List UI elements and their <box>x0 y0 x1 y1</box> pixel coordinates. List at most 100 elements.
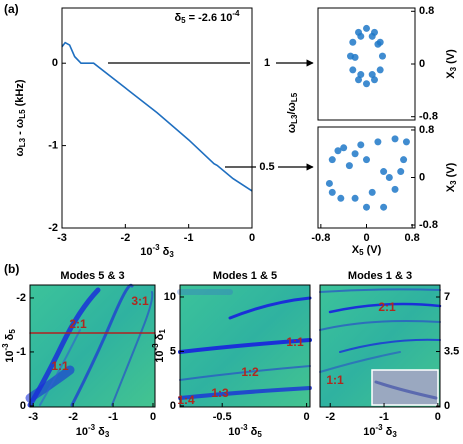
point <box>378 52 386 60</box>
annotation: 1:4 <box>177 393 195 407</box>
label-part: 10 <box>154 351 166 363</box>
label-part: 10 <box>76 426 88 438</box>
x-tick-label: 0 <box>435 411 441 423</box>
label-part: 5 <box>8 329 17 334</box>
annotation: 1:2 <box>241 365 259 379</box>
annotation: δ5 = -2.6 10-4 <box>174 9 240 25</box>
axis-label: 10-3 δ1 <box>151 329 167 363</box>
point <box>357 141 365 149</box>
label-part: δ <box>95 426 105 438</box>
chart-title: Modes 1 & 5 <box>213 270 277 282</box>
y-tick-label: 10 <box>164 291 176 303</box>
axis-label: X3 (V) <box>445 162 458 192</box>
point <box>380 168 388 176</box>
point <box>374 40 382 48</box>
point <box>380 203 388 211</box>
point <box>328 156 336 164</box>
label-part: (kHz) <box>14 79 26 109</box>
point <box>363 156 370 164</box>
point <box>325 179 333 187</box>
point <box>337 194 345 202</box>
y-tick-label: 7 <box>444 291 450 303</box>
plot-frame <box>29 284 156 408</box>
y-tick-label: 0 <box>20 400 26 412</box>
axis-label: X5 (V) <box>352 244 382 257</box>
point <box>397 168 405 176</box>
x-tick-label: -0.5 <box>213 411 232 423</box>
x-tick-label: -2 <box>120 232 130 244</box>
label-part: δ <box>160 246 170 258</box>
plot-frame <box>179 284 311 408</box>
label-part: L5 <box>18 109 27 119</box>
label-part: 3 <box>449 66 458 71</box>
y-tick-label: 0 <box>444 400 450 412</box>
y-tick-label: -0.8 <box>419 219 438 231</box>
label-part: 10 <box>140 246 152 258</box>
point <box>385 174 393 181</box>
label-part: X <box>352 244 360 256</box>
point <box>368 71 376 79</box>
axis-label: 10-3 δ3 <box>363 423 397 439</box>
y-tick-label: -0.8 <box>419 111 438 123</box>
label-part: ω <box>286 124 298 133</box>
label-part: -4 <box>232 9 240 18</box>
axis-label: 10-3 δ3 <box>76 423 110 439</box>
point <box>370 76 378 84</box>
y-tick-label: 0 <box>52 57 58 69</box>
annotation: 2:1 <box>378 300 396 314</box>
label-part: 5 <box>257 430 262 439</box>
point <box>374 138 382 146</box>
y-tick-label: 0 <box>419 58 425 70</box>
label-part: δ <box>174 12 181 24</box>
label-part: (V) <box>445 49 457 67</box>
label-part: (V) <box>445 162 457 180</box>
annotation: 1:3 <box>211 386 229 400</box>
point <box>351 194 359 202</box>
label-part: (V) <box>364 244 382 256</box>
annotation: 1:1 <box>326 373 344 387</box>
point <box>357 32 365 40</box>
label-part: 3 <box>449 180 458 185</box>
heatmap-image <box>25 283 442 408</box>
chart-title: Modes 5 & 3 <box>60 270 124 282</box>
point <box>402 138 410 146</box>
label-part: -3 <box>152 243 160 252</box>
x-tick-label: -0.8 <box>311 232 330 244</box>
y-tick-label: 0.8 <box>419 5 434 17</box>
x-tick-label: -2 <box>68 411 78 423</box>
line <box>61 41 253 192</box>
y-tick-label: 0 <box>170 400 176 412</box>
label-part: 5 <box>181 16 186 25</box>
x-tick-label: -3 <box>57 232 67 244</box>
x-tick-label: -1 <box>108 411 118 423</box>
axis-label: 10-3 δ5 <box>1 329 17 363</box>
label-part: -3 <box>375 423 383 432</box>
point <box>368 32 376 40</box>
label-part: - ω <box>14 119 26 138</box>
point <box>328 188 336 196</box>
label-part: δ <box>383 426 393 438</box>
y-tick-label: 3.5 <box>444 345 459 357</box>
point <box>357 71 365 79</box>
label-part: L3 <box>290 114 299 124</box>
label-part: /ω <box>286 102 298 114</box>
axis-label: X3 (V) <box>445 49 458 79</box>
annotation: 1:1 <box>286 335 304 349</box>
y-tick-label: -1 <box>16 346 26 358</box>
label-part: 3 <box>169 250 174 259</box>
y2-tick-label: 0.5 <box>259 161 274 173</box>
point <box>349 66 357 74</box>
point <box>363 24 370 32</box>
point <box>340 144 348 152</box>
label-part: δ <box>154 333 166 343</box>
label-part: -3 <box>151 343 160 351</box>
x-tick-label: 0 <box>363 232 369 244</box>
label-part: 10 <box>4 351 16 363</box>
point <box>391 135 399 143</box>
annotation: 1:1 <box>51 359 69 373</box>
x-tick-label: -1 <box>184 232 194 244</box>
x-tick-label: 0 <box>304 411 310 423</box>
label-part: 3 <box>392 430 397 439</box>
label-part: 10 <box>363 426 375 438</box>
